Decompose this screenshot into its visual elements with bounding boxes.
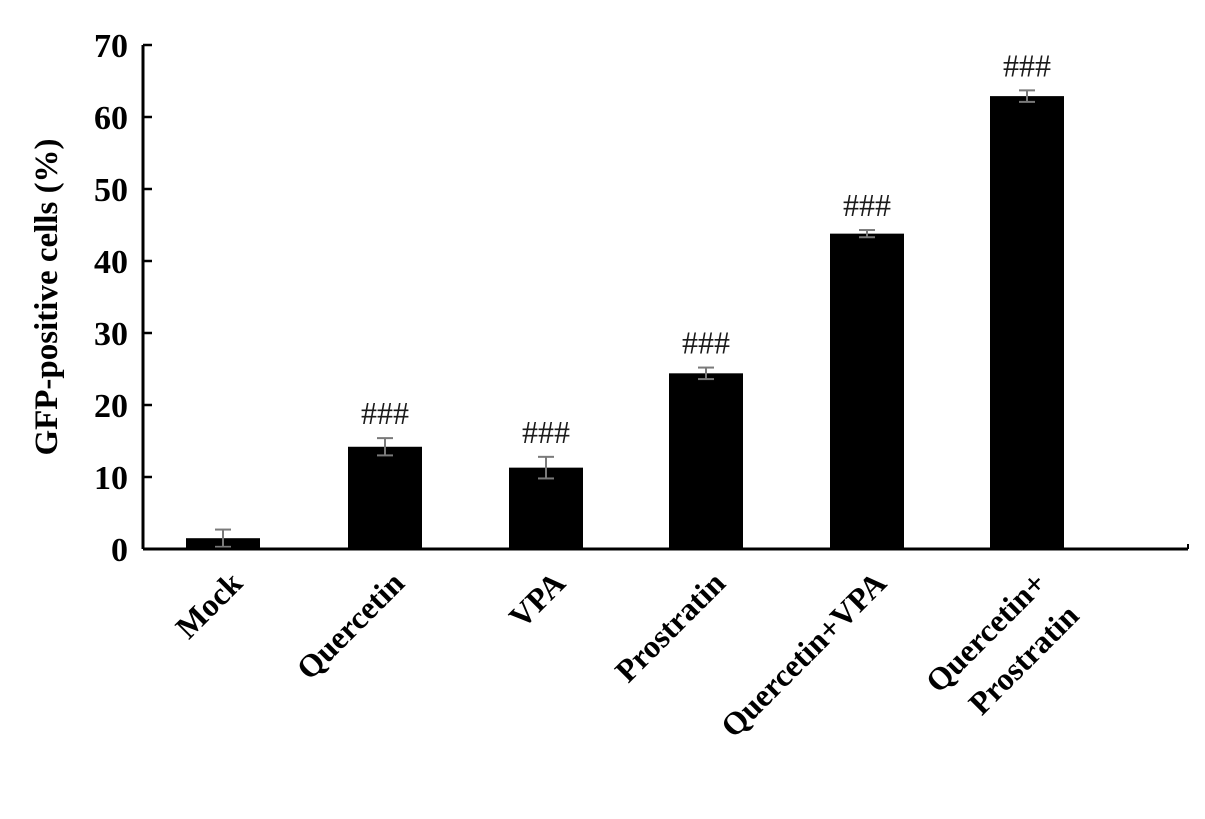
bar [348,446,422,549]
error-bars-group [215,89,1035,548]
x-category-label-line: Mock [168,564,249,645]
significance-label: ### [361,395,409,431]
bar [990,96,1064,550]
y-ticks-group: 0 10 20 30 40 50 60 70 [94,28,152,569]
y-tick-label: 20 [94,388,128,425]
significance-label: ### [843,187,891,223]
x-category-label: Quercetin+Prostratin [918,565,1085,722]
y-tick-label: 0 [111,532,128,569]
bar [509,467,583,549]
bar [669,373,743,549]
bar [830,233,904,549]
significance-label: ### [682,325,730,361]
axes-group [141,45,1189,551]
bars-group [186,96,1064,550]
x-category-label: Prostratin [608,564,732,688]
x-category-label: Quercetin [289,564,411,686]
y-axis-title: GFP-positive cells (%) [29,138,65,455]
annotations-group: ### ### ### ### ### [361,47,1051,449]
y-tick-label: 50 [94,172,128,209]
significance-label: ### [1003,47,1051,83]
x-category-label-line: Quercetin+VPA [713,565,893,745]
significance-label: ### [522,414,570,450]
y-tick-label: 30 [94,316,128,353]
x-category-label-line: Quercetin [289,564,411,686]
y-tick-label: 10 [94,460,128,497]
y-tick-label: 40 [94,244,128,281]
x-category-label-line: Prostratin [608,564,732,688]
y-tick-label: 60 [94,100,128,137]
x-category-label: VPA [502,565,572,635]
x-category-label: Quercetin+VPA [713,565,893,745]
y-tick-label: 70 [94,28,128,65]
x-category-label-line: VPA [502,565,572,635]
x-category-label: Mock [168,564,249,645]
